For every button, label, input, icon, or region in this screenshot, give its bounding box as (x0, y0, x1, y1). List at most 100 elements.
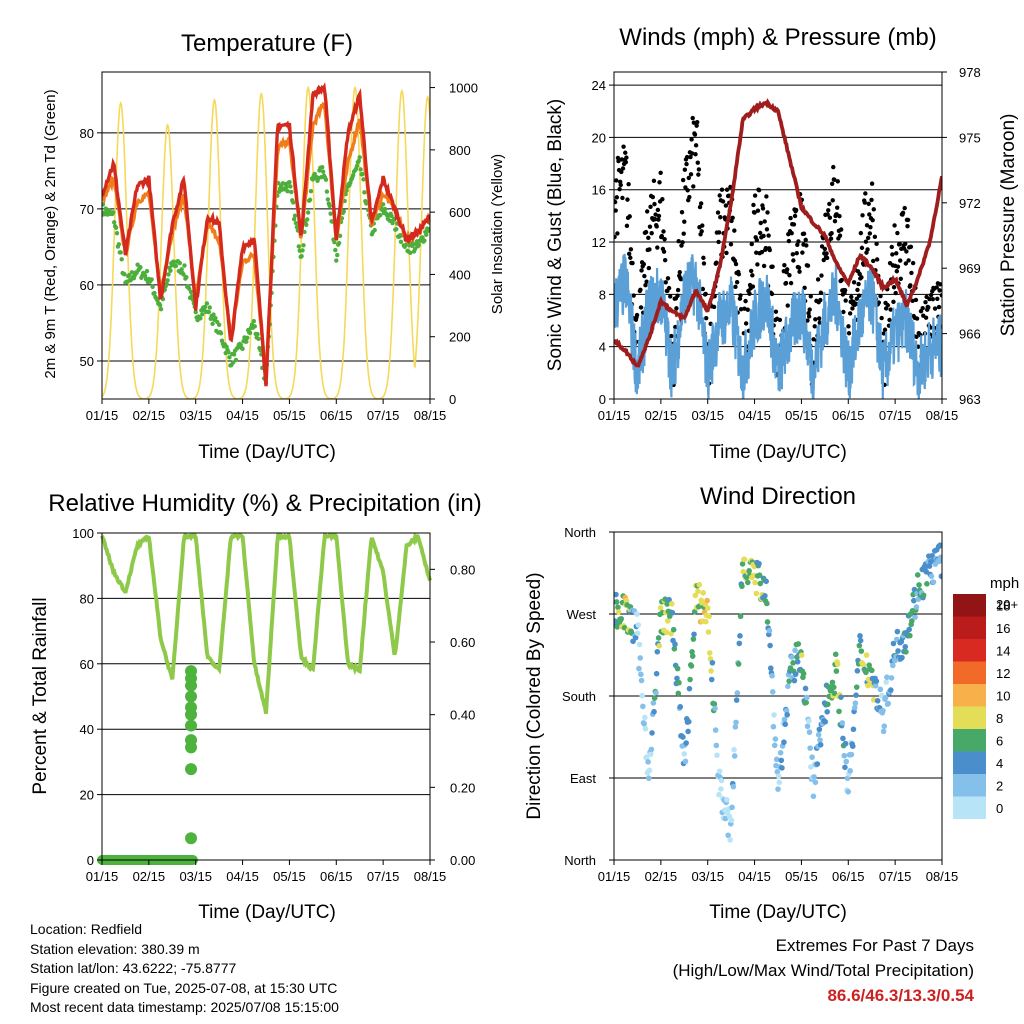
x-tick-label: 07/15 (367, 408, 400, 423)
gust-point (750, 273, 755, 278)
gust-point (749, 241, 754, 247)
temp-9m-line (102, 101, 430, 378)
dewpoint-point (144, 268, 150, 274)
gust-point (692, 132, 698, 137)
direction-point (682, 758, 689, 765)
dewpoint-point (218, 331, 224, 336)
direction-point (803, 699, 810, 706)
dewpoint-point (350, 173, 356, 178)
gust-point (618, 182, 623, 188)
dewpoint-point (198, 316, 203, 321)
gust-point (804, 243, 809, 248)
dewpoint-point (240, 346, 245, 352)
direction-point (651, 708, 657, 715)
relative-humidity-line (100, 533, 432, 715)
direction-point (822, 719, 829, 725)
y-tick-label: 70 (80, 202, 94, 217)
direction-point (850, 726, 857, 733)
dewpoint-point (193, 309, 198, 315)
gust-point (714, 260, 719, 265)
gust-point (831, 164, 836, 170)
gust-point (646, 235, 651, 241)
dewpoint-point (247, 330, 253, 336)
colorbar-title: mph (990, 575, 1019, 592)
dewpoint-point (332, 239, 337, 245)
gust-point (850, 306, 855, 311)
direction-point (762, 593, 768, 599)
gust-point (696, 167, 702, 172)
direction-point (880, 707, 886, 714)
gust-point (677, 270, 682, 275)
humidity-panel: Relative Humidity (%) & Precipitation (i… (30, 490, 482, 923)
direction-point (654, 648, 661, 655)
direction-point (913, 604, 920, 610)
dewpoint-point (166, 272, 171, 277)
y2-tick-label: 975 (959, 130, 981, 145)
dewpoint-point (177, 260, 182, 266)
y2-tick-label: 972 (959, 196, 981, 211)
gust-point (783, 280, 789, 286)
gust-point (668, 294, 673, 299)
x-tick-label: 07/15 (879, 408, 912, 423)
x-tick-label: 01/15 (598, 869, 631, 884)
gust-point (876, 300, 882, 305)
gust-point (858, 230, 864, 236)
x-tick-label: 01/15 (86, 869, 119, 884)
y-tick-label: 24 (592, 78, 606, 93)
direction-point (728, 817, 735, 824)
y-tick-label: 60 (80, 278, 94, 293)
gust-point (698, 201, 704, 206)
direction-point (923, 568, 930, 575)
direction-point (688, 663, 695, 669)
dewpoint-point (412, 246, 418, 252)
gust-point (701, 255, 706, 261)
gust-point (646, 265, 652, 271)
gust-point (680, 240, 685, 245)
gust-point (765, 210, 770, 215)
gust-point (652, 216, 658, 222)
y-tick-label: 80 (80, 591, 94, 606)
dewpoint-point (287, 179, 292, 185)
y2-tick-label: 966 (959, 327, 981, 342)
gust-point (904, 249, 909, 254)
dewpoint-point (164, 281, 169, 287)
gust-point (688, 154, 693, 160)
dewpoint-point (245, 335, 250, 340)
direction-point (807, 745, 813, 751)
dewpoint-point (356, 158, 361, 164)
dewpoint-point (325, 197, 331, 202)
gust-point (937, 282, 942, 287)
direction-point (938, 573, 942, 580)
direction-point (737, 613, 744, 620)
direction-point (614, 591, 619, 598)
direction-point (907, 632, 913, 639)
direction-point (671, 645, 678, 652)
gust-point (801, 231, 807, 236)
y-tick-label: 40 (80, 722, 94, 737)
winds-left-axis-label: Sonic Wind & Gust (Blue, Black) (545, 99, 566, 371)
gust-point (863, 239, 869, 244)
y-tick-label: 0 (87, 853, 94, 868)
dewpoint-point (138, 265, 143, 270)
x-tick-label: 02/15 (133, 408, 166, 423)
winds-plot-frame (613, 71, 943, 400)
direction-point (733, 697, 740, 703)
direction-point (674, 665, 681, 672)
gust-point (682, 219, 687, 224)
direction-point (926, 563, 933, 569)
direction-series-group (614, 542, 942, 843)
gust-point (661, 229, 666, 234)
dewpoint-point (305, 210, 311, 215)
direction-point (648, 746, 655, 753)
gust-point (869, 197, 874, 203)
gust-point (658, 170, 663, 176)
gust-point (805, 263, 811, 268)
direction-point (880, 728, 887, 735)
y-tick-label: 4 (599, 340, 606, 355)
direction-point (798, 652, 805, 659)
gust-point (786, 238, 792, 244)
gust-point (857, 271, 862, 277)
direction-point (888, 687, 894, 693)
gust-point (752, 210, 757, 215)
